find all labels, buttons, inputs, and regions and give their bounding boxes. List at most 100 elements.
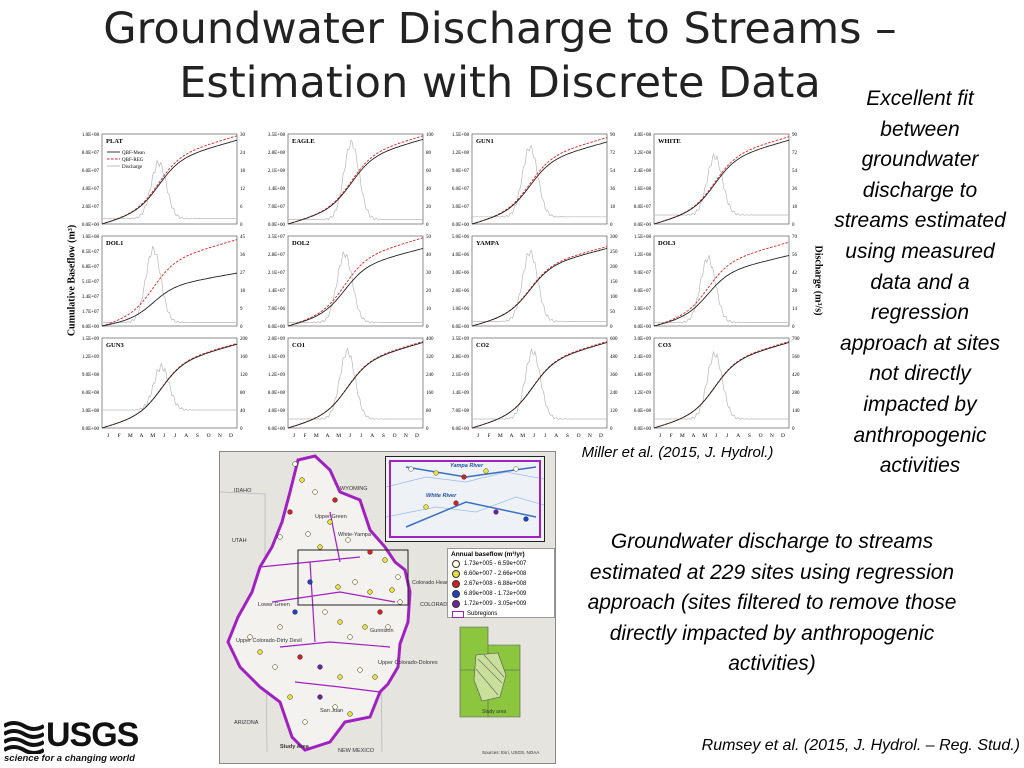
map-label-colorado-headwaters: Colorado Headwaters xyxy=(412,580,466,586)
left-tick-label: 1.2E+08 xyxy=(452,151,470,156)
left-tick-label: 1.0E+08 xyxy=(82,235,100,240)
right-tick-label: 0 xyxy=(792,427,795,432)
left-tick-label: 0.0E+00 xyxy=(268,427,286,432)
right-tick-label: 40 xyxy=(240,409,246,414)
right-tick-label: 150 xyxy=(610,280,618,285)
panel-name: CO3 xyxy=(658,342,672,349)
right-tick-label: 72 xyxy=(792,151,798,156)
panel-frame xyxy=(471,133,608,225)
left-tick-label: 0.0E+00 xyxy=(634,223,652,228)
month-label: N xyxy=(770,433,774,439)
month-label: J xyxy=(477,433,480,439)
legend-entry: QBF-Mean xyxy=(122,151,145,156)
right-tick-label: 9 xyxy=(240,307,243,312)
right-tick-label: 200 xyxy=(240,337,248,342)
right-tick-label: 100 xyxy=(610,295,618,300)
legend-label: 2.67e+008 - 6.88e+008 xyxy=(464,581,527,587)
panel-frame xyxy=(287,337,424,429)
month-label: O xyxy=(393,433,397,439)
right-tick-label: 36 xyxy=(792,187,798,192)
month-label: J xyxy=(360,433,363,439)
left-tick-label: 7.0E+07 xyxy=(268,205,286,210)
map-label-arizona: ARIZONA xyxy=(234,720,259,726)
left-tick-label: 8.0E+07 xyxy=(82,151,100,156)
left-tick-label: 0.0E+00 xyxy=(82,223,100,228)
panel-name: CO1 xyxy=(292,342,305,349)
legend-label: 1.73e+005 - 6.59e+007 xyxy=(464,561,527,567)
qbf-reg-line xyxy=(471,341,608,429)
month-label: F xyxy=(488,433,491,439)
month-label: M xyxy=(314,433,319,439)
right-tick-label: 420 xyxy=(792,373,800,378)
discharge-line xyxy=(654,254,789,324)
discharge-line xyxy=(654,350,789,420)
right-tick-label: 24 xyxy=(240,151,246,156)
right-tick-label: 36 xyxy=(240,253,246,258)
left-tick-label: 0.0E+00 xyxy=(268,325,286,330)
month-label: J xyxy=(659,433,662,439)
right-tick-label: 0 xyxy=(792,325,795,330)
usgs-logo-tagline: science for a changing world xyxy=(4,753,135,764)
right-tick-label: 480 xyxy=(610,355,618,360)
right-tick-label: 0 xyxy=(426,427,429,432)
map-label-colorado: COLORADO xyxy=(420,602,452,608)
map-label-white-yampa: White-Yampa xyxy=(338,532,371,538)
right-tick-label: 0 xyxy=(240,427,243,432)
usgs-logo-mark-icon xyxy=(4,721,44,754)
panel-name: DOL2 xyxy=(292,240,309,247)
usgs-logo-word: USGS xyxy=(46,716,139,754)
map-label-gunnison: Gunnison xyxy=(370,628,394,634)
left-tick-label: 1.0E+06 xyxy=(452,307,470,312)
month-label: J xyxy=(715,433,718,439)
left-tick-label: 3.0E+07 xyxy=(452,205,470,210)
month-label: A xyxy=(370,433,374,439)
discharge-line xyxy=(288,139,423,221)
left-tick-label: 3.4E+07 xyxy=(82,295,100,300)
left-tick-label: 2.1E+09 xyxy=(452,373,470,378)
panel-frame xyxy=(287,133,424,225)
qbf-reg-line xyxy=(287,135,424,225)
right-tick-label: 360 xyxy=(610,373,618,378)
month-label: S xyxy=(382,433,385,439)
qbf-mean-line xyxy=(101,272,238,327)
right-tick-label: 72 xyxy=(610,151,616,156)
left-tick-label: 1.6E+09 xyxy=(268,355,286,360)
left-tick-label: 2.8E+08 xyxy=(268,151,286,156)
panel-frame xyxy=(653,235,790,327)
map-label-lower-green: Lower Green xyxy=(258,602,290,608)
right-tick-label: 0 xyxy=(426,325,429,330)
right-tick-label: 700 xyxy=(792,337,800,342)
panel-co2: CO2 0.0E+00 7.0E+08 1.4E+09 2.1E+09 2.8E+09 3.… xyxy=(452,337,618,439)
left-tick-label: 1.4E+08 xyxy=(268,187,286,192)
panel-frame xyxy=(653,337,790,429)
map-label-study-area: Study Area xyxy=(280,744,309,750)
month-label: S xyxy=(748,433,751,439)
panel-name: EAGLE xyxy=(292,138,315,145)
right-tick-label: 320 xyxy=(426,355,434,360)
month-label: F xyxy=(670,433,673,439)
map-label-wyoming: WYOMING xyxy=(340,486,368,492)
left-tick-label: 1.2E+09 xyxy=(268,373,286,378)
right-tick-label: 80 xyxy=(240,391,246,396)
qbf-reg-line xyxy=(653,136,790,225)
left-tick-label: 0.0E+00 xyxy=(452,427,470,432)
panel-name: DOL3 xyxy=(658,240,676,247)
inset-label-yampa-river: Yampa River xyxy=(450,463,484,469)
qbf-reg-line xyxy=(653,241,790,327)
left-tick-label: 6.0E+08 xyxy=(82,391,100,396)
right-tick-label: 0 xyxy=(610,223,613,228)
legend-label: 6.60e+007 - 2.66e+008 xyxy=(464,571,527,577)
right-tick-label: 240 xyxy=(610,391,618,396)
panel-name: GUN1 xyxy=(476,138,494,145)
panel-frame xyxy=(471,235,608,327)
right-tick-label: 120 xyxy=(610,409,618,414)
panel-gun3: GUN3 0.0E+00 3.0E+08 6.0E+08 9.0E+08 1.2E+09 1… xyxy=(82,337,248,439)
right-tick-label: 100 xyxy=(426,133,434,138)
month-label: J xyxy=(349,433,352,439)
left-tick-label: 2.4E+08 xyxy=(634,169,652,174)
map-label-upper-colorado-dolores: Upper Colorado-Dolores xyxy=(378,660,438,666)
panel-dol3: DOL3 0.0E+00 3.0E+07 6.0E+07 9.0E+07 1.2E+08 1… xyxy=(634,235,798,330)
month-label: A xyxy=(554,433,558,439)
month-label: A xyxy=(326,433,330,439)
right-tick-label: 140 xyxy=(792,409,800,414)
